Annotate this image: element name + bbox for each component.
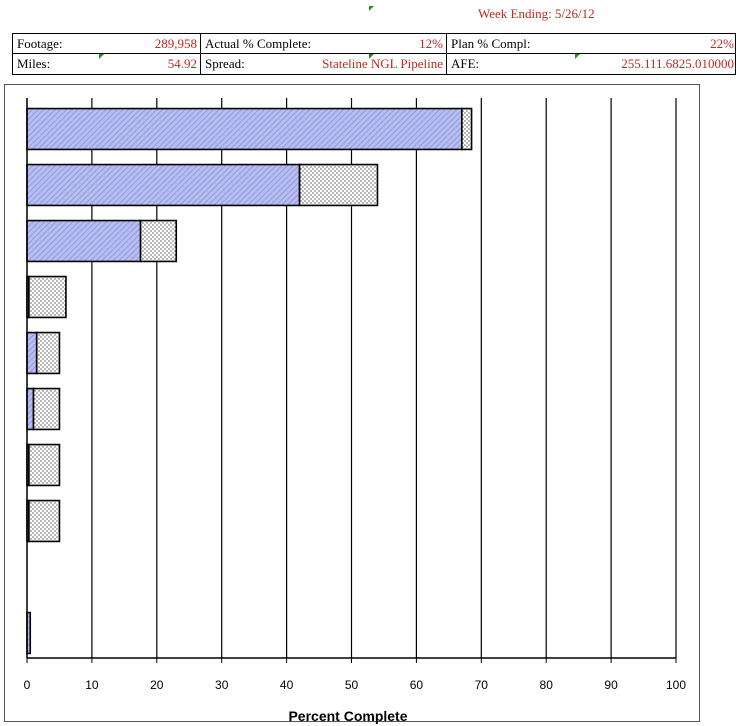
- miles-cell: Miles: 54.92: [13, 54, 201, 74]
- x-tick-label: 80: [540, 678, 554, 692]
- spread-label: Spread:: [205, 56, 245, 71]
- bar-plan: [28, 275, 67, 319]
- bar-actual: [26, 219, 142, 263]
- actual-complete-value: 12%: [419, 36, 443, 51]
- summary-table: Footage: 289,958 Actual % Complete: 12% …: [12, 33, 736, 75]
- bar-actual: [26, 107, 463, 151]
- spread-value: Stateline NGL Pipeline: [322, 56, 443, 71]
- footage-value: 289,958: [154, 36, 197, 51]
- chart-area: [4, 84, 700, 722]
- afe-label: AFE:: [451, 56, 480, 71]
- bar-plan: [298, 163, 379, 207]
- spread-cell: Spread: Stateline NGL Pipeline: [201, 54, 447, 74]
- actual-complete-cell: Actual % Complete: 12%: [201, 34, 447, 54]
- x-tick-label: 90: [604, 678, 618, 692]
- x-tick-label: 100: [666, 678, 686, 692]
- week-ending-label: Week Ending: 5/26/12: [478, 6, 595, 21]
- bar-plan: [139, 219, 178, 263]
- x-tick-label: 60: [410, 678, 424, 692]
- bar-plan: [28, 443, 61, 487]
- x-tick-label: 70: [475, 678, 489, 692]
- x-tick-label: 50: [345, 678, 359, 692]
- cell-marker-icon: [99, 54, 104, 59]
- plan-complete-cell: Plan % Compl: 22%: [447, 34, 736, 54]
- miles-value: 54.92: [167, 56, 197, 71]
- bar-plan: [32, 387, 61, 431]
- bar-actual: [26, 331, 38, 375]
- afe-cell: AFE: 255.111.6825.010000: [447, 54, 736, 74]
- footage-label: Footage:: [17, 36, 63, 51]
- cell-marker-icon: [369, 54, 374, 59]
- footage-cell: Footage: 289,958: [13, 34, 201, 54]
- miles-label: Miles:: [17, 56, 51, 71]
- x-tick-label: 20: [150, 678, 164, 692]
- x-tick-label: 0: [24, 678, 31, 692]
- plan-complete-label: Plan % Compl:: [451, 36, 531, 51]
- x-axis-label: Percent Complete: [288, 708, 407, 724]
- bar-plan: [461, 107, 473, 151]
- cell-marker-icon: [369, 6, 374, 11]
- bar-actual: [26, 387, 35, 431]
- x-tick-label: 10: [85, 678, 99, 692]
- plan-complete-value: 22%: [710, 36, 734, 51]
- x-tick-label: 30: [215, 678, 229, 692]
- afe-value: 255.111.6825.010000: [621, 56, 734, 71]
- cell-marker-icon: [575, 54, 580, 59]
- bar-actual: [26, 163, 301, 207]
- x-tick-label: 40: [280, 678, 294, 692]
- bar-plan: [28, 499, 61, 543]
- actual-complete-label: Actual % Complete:: [205, 36, 312, 51]
- bar-plan: [35, 331, 61, 375]
